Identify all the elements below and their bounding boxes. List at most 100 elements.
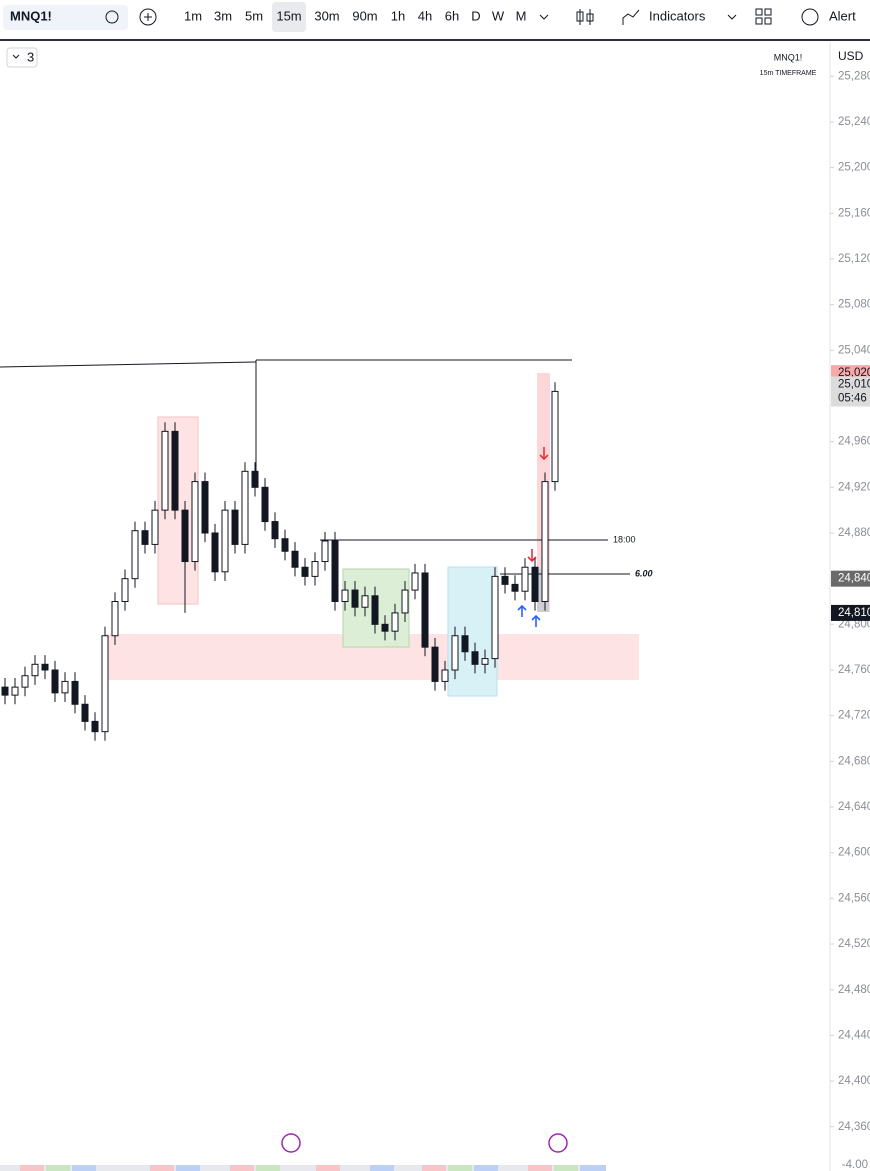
price-tick-label: 24,800 xyxy=(838,618,870,630)
interval-button[interactable]: 6h xyxy=(445,8,459,23)
price-badge-label: 25,020 xyxy=(838,367,870,379)
candle-body xyxy=(311,561,319,577)
price-badge-label: 24,810 xyxy=(838,607,870,619)
session-strip xyxy=(0,1165,606,1171)
symbol-box[interactable] xyxy=(3,5,128,30)
candle-body xyxy=(521,566,529,592)
candle-body xyxy=(241,470,249,545)
layout-icon[interactable] xyxy=(755,8,772,25)
symbol-icon[interactable] xyxy=(105,10,119,24)
legend-toggle[interactable] xyxy=(6,47,38,68)
price-badge-label: 24,840 xyxy=(838,573,870,585)
price-tick-label: 24,480 xyxy=(838,984,870,996)
price-tick-label: 24,880 xyxy=(838,527,870,539)
candle-body xyxy=(201,481,209,534)
candle-body xyxy=(231,509,239,545)
plus-icon xyxy=(144,13,152,21)
candle-body xyxy=(61,680,69,694)
interval-button[interactable]: W xyxy=(492,8,505,23)
candle-body xyxy=(421,572,429,648)
active-interval-bg xyxy=(272,2,306,32)
countdown: 05:46 xyxy=(838,393,867,405)
indicators-button[interactable]: Indicators xyxy=(649,8,706,23)
candle-body xyxy=(51,669,59,694)
price-tick-label: 24,400 xyxy=(838,1075,870,1087)
indicators-icon[interactable] xyxy=(622,9,640,25)
interval-button[interactable]: 90m xyxy=(352,8,377,23)
candle-body xyxy=(381,623,389,632)
chart-type-icon[interactable] xyxy=(576,9,594,25)
candle-body xyxy=(371,595,379,625)
candle-body xyxy=(441,669,449,682)
currency[interactable]: USD xyxy=(838,49,864,63)
compare-button[interactable] xyxy=(139,8,157,26)
price-tick-label: 24,560 xyxy=(838,892,870,904)
symbol[interactable]: MNQ1! xyxy=(10,8,52,23)
interval-button[interactable]: 30m xyxy=(314,8,339,23)
price-tick-label: 24,680 xyxy=(838,755,870,767)
interval-button[interactable]: D xyxy=(471,8,480,23)
price-tick-label: 25,280 xyxy=(838,70,870,82)
alert-icon[interactable] xyxy=(801,8,819,26)
candle-body xyxy=(191,481,199,563)
candles xyxy=(1,382,559,741)
price-badge xyxy=(831,570,870,587)
event-icon[interactable] xyxy=(548,1133,568,1153)
candle-body xyxy=(1,686,9,696)
candle-body xyxy=(11,686,19,696)
points-label: 6.00 xyxy=(635,568,653,578)
candle-body xyxy=(451,635,459,671)
candle-body xyxy=(81,703,89,722)
candle-body xyxy=(71,680,79,705)
candle-body xyxy=(271,521,279,540)
price-tick-label: 24,960 xyxy=(838,436,870,448)
candle-body xyxy=(221,509,229,573)
candle-body xyxy=(171,430,179,511)
event-icon[interactable] xyxy=(281,1133,301,1153)
price-badge-label: 25,010 xyxy=(838,379,870,391)
candle-body xyxy=(491,575,499,660)
candle-body xyxy=(141,530,149,545)
candle-body xyxy=(461,635,469,653)
candle-body xyxy=(501,575,509,585)
candle-body xyxy=(161,430,169,511)
drawing-lines xyxy=(0,359,630,575)
candle-body xyxy=(351,589,359,608)
watermark-timeframe: 15m TIMEFRAME xyxy=(760,70,817,77)
price-tick-label: 24,760 xyxy=(838,664,870,676)
price-tick-label: 24,600 xyxy=(838,847,870,859)
candle-body xyxy=(481,658,489,665)
candle-body xyxy=(301,566,309,577)
candle-body xyxy=(121,578,129,603)
price-tick-label: 25,120 xyxy=(838,253,870,265)
alert-button[interactable]: Alert xyxy=(829,8,856,23)
price-tick-label: 24,520 xyxy=(838,938,870,950)
interval-button[interactable]: 15m xyxy=(276,8,301,23)
interval-button[interactable]: 3m xyxy=(214,8,232,23)
price-tick-label: 25,200 xyxy=(838,162,870,174)
candle-body xyxy=(181,509,189,563)
candle-body xyxy=(101,635,109,733)
candle-body xyxy=(331,540,339,603)
interval-button[interactable]: 4h xyxy=(418,8,432,23)
candle-body xyxy=(151,509,159,545)
price-badge xyxy=(831,604,870,621)
price-badge xyxy=(831,376,870,407)
interval-button[interactable]: M xyxy=(516,8,527,23)
interval-button[interactable]: 1h xyxy=(391,8,405,23)
candle-body xyxy=(41,663,49,671)
price-axis: 25,280 25,240 25,200 25,160 25,120 25,080 25,0… xyxy=(830,70,870,1133)
candle-body xyxy=(131,530,139,580)
interval-button[interactable]: 1m xyxy=(184,8,202,23)
legend-chevron xyxy=(12,54,20,59)
candle-body xyxy=(291,550,299,568)
interval-button[interactable]: 5m xyxy=(245,8,263,23)
price-tick-label: 25,160 xyxy=(838,207,870,219)
candle-body xyxy=(341,589,349,602)
candle-body xyxy=(391,612,399,632)
interval-dropdown[interactable] xyxy=(539,14,549,20)
indicators-dropdown[interactable] xyxy=(727,14,737,20)
candle-body xyxy=(411,572,419,591)
